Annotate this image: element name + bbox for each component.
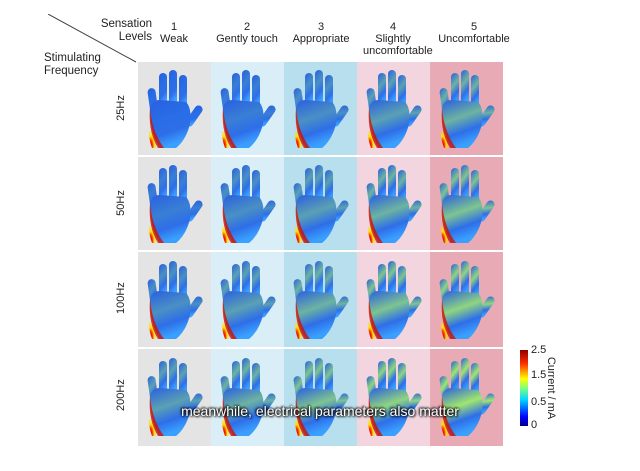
colorbar-tick: 1.5 [531,369,547,381]
sensation-level-header: 4 Slightly uncomfortable [348,21,438,57]
hand-heatmap [284,253,357,345]
hand-heatmap [211,157,284,249]
hand-heatmap [357,350,430,442]
level-number: 4 [389,21,397,33]
hand-heatmap [211,350,284,442]
sensation-level-header: 2 Gently touch [202,21,292,45]
frequency-row-label: 100Hz [115,282,127,314]
hand-heatmap [138,62,211,154]
sensation-level-header: 5 Uncomfortable [429,21,519,45]
hand-heatmap [430,62,503,154]
sensation-levels-label: Sensation Levels [100,18,152,43]
colorbar-tick: 0.5 [531,396,547,408]
level-label: Appropriate [292,33,350,45]
stimulating-frequency-label: Stimulating Frequency [44,52,101,77]
video-subtitle: meanwhile, electrical parameters also ma… [181,403,459,419]
hand-heatmap [430,350,503,442]
frequency-row-label: 50Hz [115,190,127,216]
hand-heatmap [211,62,284,154]
hand-heatmap [138,253,211,345]
hand-heatmap [138,350,211,442]
hand-heatmap [284,350,357,442]
hand-heatmap [357,62,430,154]
level-label: Slightly uncomfortable [363,33,433,57]
sensation-level-header: 3 Appropriate [276,21,366,45]
hand-heatmap [284,157,357,249]
level-label: Uncomfortable [438,33,510,45]
level-label: Weak [160,33,188,45]
hand-heatmap [138,157,211,249]
level-number: 2 [243,21,251,33]
level-number: 1 [170,21,178,33]
hand-heatmap [430,157,503,249]
level-label: Gently touch [216,33,278,45]
level-number: 5 [470,21,478,33]
colorbar-tick: 0 [531,419,538,431]
row-separator [138,347,503,349]
frequency-row-label: 25Hz [115,95,127,121]
level-number: 3 [317,21,325,33]
hand-heatmap [211,253,284,345]
colorbar [520,350,528,426]
header-diagonal-line [48,14,137,63]
hand-heatmap [430,253,503,345]
hand-heatmap [284,62,357,154]
hand-heatmap [357,157,430,249]
row-separator [138,155,503,157]
hand-heatmap [357,253,430,345]
colorbar-tick: 2.5 [531,344,547,356]
sensation-level-header: 1 Weak [129,21,219,45]
row-separator [138,250,503,252]
